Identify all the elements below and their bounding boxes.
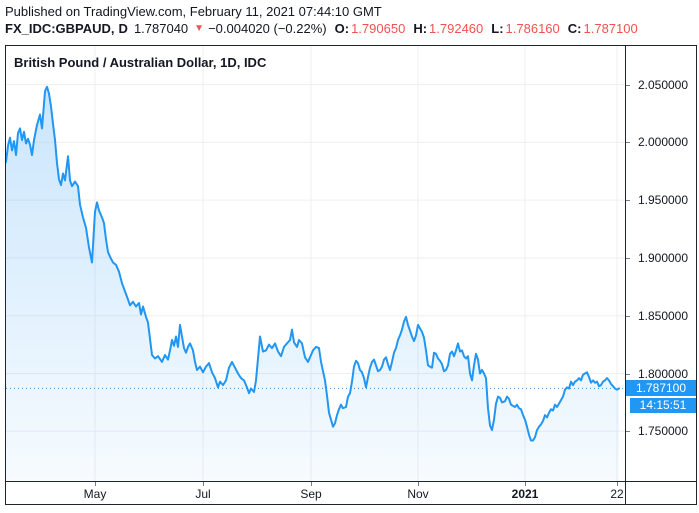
- price-axis-label: 1.800000: [637, 366, 689, 381]
- interval-label: D: [118, 21, 128, 36]
- price-axis-tick: [626, 315, 630, 317]
- time-axis-label: May: [83, 487, 107, 501]
- price-axis-label: 2.000000: [637, 135, 689, 150]
- last-price-badge: 1.787100: [626, 380, 696, 397]
- price-line: [6, 85, 620, 442]
- time-axis-tick: [525, 482, 526, 486]
- last-price: 1.787040: [133, 21, 189, 36]
- symbol-status-line: FX_IDC:GBPAUD, D 1.787040 ▼ −0.004020 (−…: [5, 21, 638, 36]
- price-axis-tick: [626, 257, 630, 259]
- area-fill: [6, 86, 619, 481]
- chart-title: British Pound / Australian Dollar, 1D, I…: [14, 55, 267, 70]
- low-value: L: 1.786160: [491, 21, 560, 36]
- high-value: H: 1.792460: [413, 21, 484, 36]
- price-axis-tick: [626, 200, 630, 202]
- time-axis-tick: [95, 482, 96, 486]
- time-axis-tick: [311, 482, 312, 486]
- price-axis-label: 2.050000: [637, 77, 689, 92]
- time-axis-separator: [6, 481, 696, 482]
- price-axis-label: 1.750000: [637, 424, 689, 439]
- price-axis-label: 1.950000: [637, 193, 689, 208]
- price-axis-label: 1.850000: [637, 308, 689, 323]
- time-axis-label: 2021: [511, 487, 539, 501]
- time-axis-label: Sep: [300, 487, 322, 501]
- time-axis-label: 22: [610, 487, 624, 501]
- price-axis-tick: [626, 84, 630, 86]
- price-axis-tick: [626, 373, 630, 375]
- chart-container[interactable]: British Pound / Australian Dollar, 1D, I…: [5, 45, 697, 505]
- down-triangle-icon: ▼: [194, 23, 205, 34]
- countdown-badge: 14:15:51: [630, 398, 696, 414]
- price-area-chart[interactable]: [6, 46, 625, 481]
- price-axis-label: 1.900000: [637, 250, 689, 265]
- price-change: −0.004020 (−0.22%): [208, 21, 327, 36]
- time-axis-tick: [418, 482, 419, 486]
- price-axis-tick: [626, 142, 630, 144]
- time-axis-tick: [203, 482, 204, 486]
- symbol-name: FX_IDC:GBPAUD,: [5, 21, 115, 36]
- open-value: O: 1.790650: [334, 21, 406, 36]
- time-axis-label: Jul: [195, 487, 211, 501]
- time-axis-label: Nov: [407, 487, 429, 501]
- close-value: C: 1.787100: [567, 21, 638, 36]
- price-axis-separator: [625, 46, 626, 504]
- price-axis-tick: [626, 431, 630, 433]
- published-line: Published on TradingView.com, February 1…: [5, 4, 382, 19]
- time-axis-tick: [617, 482, 618, 486]
